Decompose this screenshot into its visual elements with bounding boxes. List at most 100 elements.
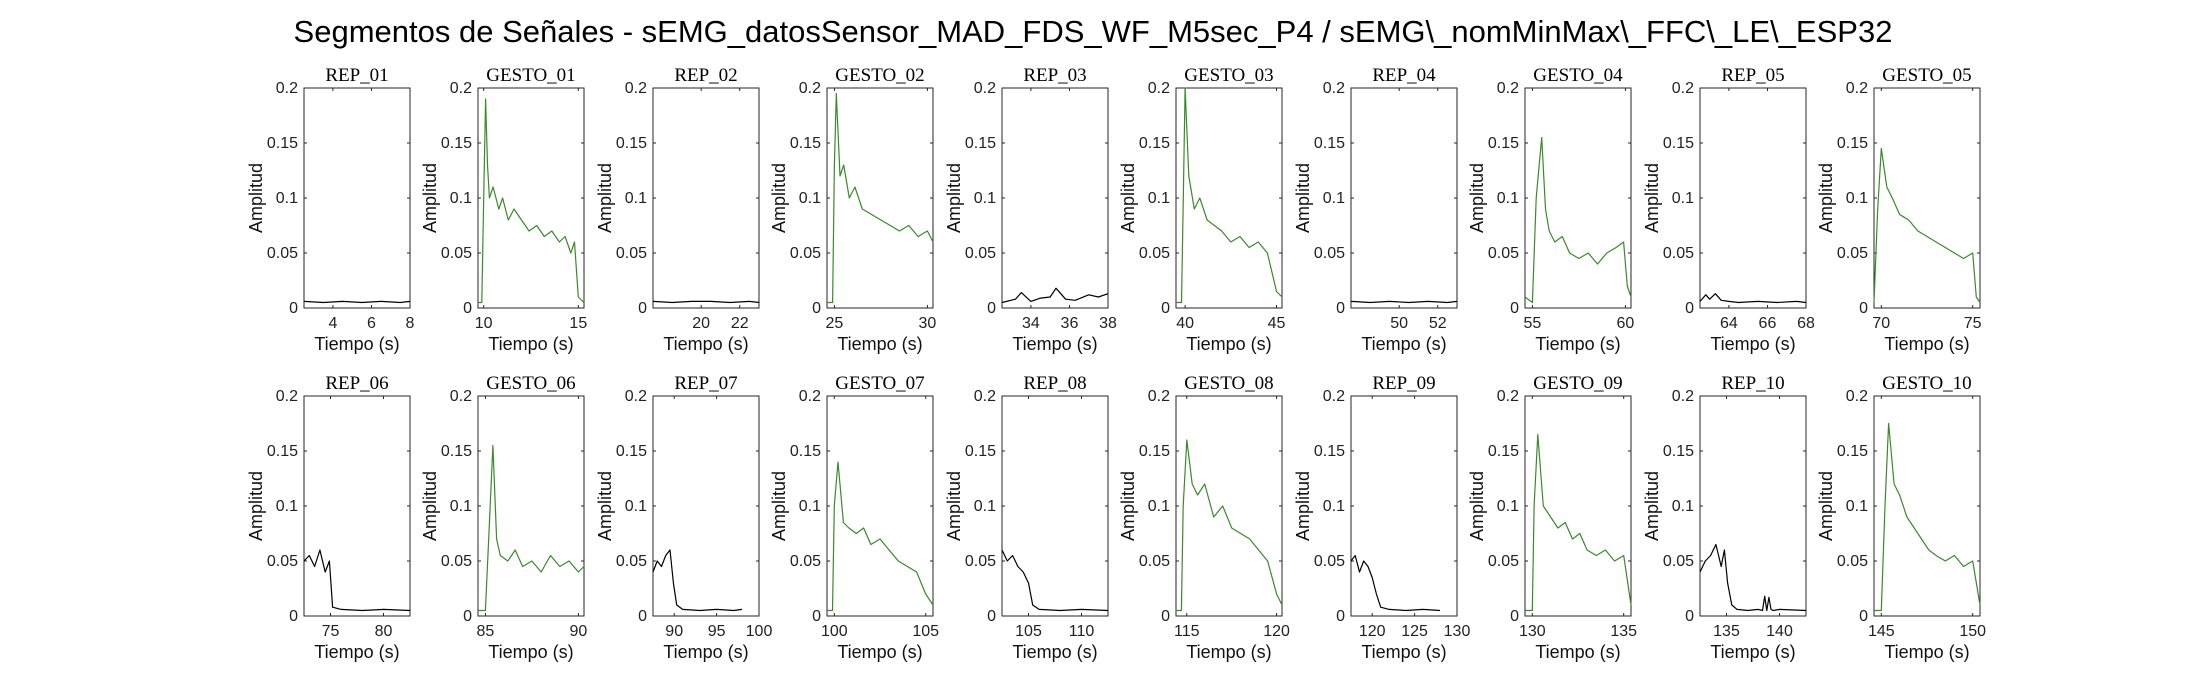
y-axis-label: Amplitud bbox=[1467, 163, 1487, 233]
y-axis-label: Amplitud bbox=[1642, 163, 1662, 233]
x-tick-label: 38 bbox=[1099, 315, 1117, 332]
y-tick-label: 0.05 bbox=[1837, 245, 1868, 262]
x-tick-label: 10 bbox=[475, 315, 493, 332]
y-tick-label: 0.1 bbox=[1846, 190, 1868, 207]
y-tick-label: 0 bbox=[289, 300, 298, 317]
y-axis-label: Amplitud bbox=[1816, 471, 1836, 541]
signal-line bbox=[1524, 136, 1632, 304]
signal-line bbox=[1699, 293, 1807, 304]
x-tick-label: 52 bbox=[1429, 315, 1447, 332]
x-tick-label: 75 bbox=[322, 623, 340, 640]
y-tick-label: 0.15 bbox=[267, 443, 298, 460]
y-tick-label: 0.15 bbox=[965, 443, 996, 460]
signal-line bbox=[478, 444, 585, 612]
y-tick-label: 0 bbox=[1859, 608, 1868, 625]
x-tick-label: 100 bbox=[746, 623, 773, 640]
x-tick-label: 34 bbox=[1022, 315, 1040, 332]
x-tick-label: 40 bbox=[1176, 315, 1194, 332]
signal-line bbox=[1874, 422, 1981, 612]
axes-frame bbox=[826, 395, 934, 617]
x-tick-label: 64 bbox=[1720, 315, 1738, 332]
x-axis-label: Tiempo (s) bbox=[1012, 642, 1097, 662]
y-tick-label: 0 bbox=[1336, 300, 1345, 317]
y-tick-label: 0.1 bbox=[1846, 498, 1868, 515]
y-tick-label: 0 bbox=[812, 300, 821, 317]
signal-line bbox=[1176, 439, 1283, 612]
y-tick-label: 0.05 bbox=[965, 245, 996, 262]
x-tick-label: 130 bbox=[1519, 623, 1546, 640]
subplot-gesto-05: GESTO_05 0 0.05 0.1 0.15 0.2 70 75 Tiempo (s) Amp… bbox=[1816, 65, 1982, 354]
signal-line bbox=[1001, 549, 1109, 612]
subplot-rep-06: REP_06 0 0.05 0.1 0.15 0.2 75 80 Tiempo (s) Ampli… bbox=[246, 373, 411, 662]
y-tick-label: 0.05 bbox=[1139, 245, 1170, 262]
y-tick-label: 0.2 bbox=[1323, 80, 1345, 97]
subplot-title: REP_10 bbox=[1721, 373, 1784, 394]
y-axis-label: Amplitud bbox=[1467, 471, 1487, 541]
axes-frame bbox=[303, 395, 411, 617]
subplot-gesto-03: GESTO_03 0 0.05 0.1 0.15 0.2 40 45 Tiempo (s) Amp… bbox=[1118, 65, 1286, 354]
y-tick-label: 0.1 bbox=[1148, 498, 1170, 515]
x-tick-label: 90 bbox=[570, 623, 588, 640]
signal-line bbox=[652, 549, 743, 612]
y-tick-label: 0.2 bbox=[1846, 80, 1868, 97]
y-tick-label: 0.1 bbox=[974, 498, 996, 515]
x-axis-label: Tiempo (s) bbox=[1710, 642, 1795, 662]
axes-frame bbox=[1001, 395, 1109, 617]
x-tick-label: 36 bbox=[1061, 315, 1079, 332]
axes-frame bbox=[1350, 87, 1458, 309]
x-axis-label: Tiempo (s) bbox=[1361, 334, 1446, 354]
y-tick-label: 0.1 bbox=[625, 498, 647, 515]
axes-frame bbox=[477, 395, 585, 617]
y-tick-label: 0.2 bbox=[1148, 80, 1170, 97]
y-tick-label: 0.2 bbox=[1672, 80, 1694, 97]
x-tick-label: 90 bbox=[665, 623, 683, 640]
y-tick-label: 0 bbox=[987, 608, 996, 625]
y-tick-label: 0.15 bbox=[790, 135, 821, 152]
x-tick-label: 120 bbox=[1359, 623, 1386, 640]
y-axis-label: Amplitud bbox=[769, 471, 789, 541]
x-tick-label: 125 bbox=[1401, 623, 1428, 640]
signal-line bbox=[478, 98, 585, 304]
x-tick-label: 70 bbox=[1872, 315, 1890, 332]
y-tick-label: 0.1 bbox=[1672, 190, 1694, 207]
y-tick-label: 0.1 bbox=[1148, 190, 1170, 207]
y-tick-label: 0.05 bbox=[790, 553, 821, 570]
subplot-gesto-10: GESTO_10 0 0.05 0.1 0.15 0.2 145 150 Tiempo (s) A… bbox=[1816, 373, 1986, 662]
y-tick-label: 0.2 bbox=[1497, 388, 1519, 405]
subplot-rep-09: REP_09 0 0.05 0.1 0.15 0.2 120 125 130 Tiempo (s)… bbox=[1293, 373, 1470, 662]
axes-frame bbox=[303, 87, 411, 309]
signal-line bbox=[1350, 300, 1458, 304]
x-tick-label: 85 bbox=[477, 623, 495, 640]
y-tick-label: 0.15 bbox=[1837, 443, 1868, 460]
signal-line bbox=[652, 300, 760, 304]
y-tick-label: 0.2 bbox=[1672, 388, 1694, 405]
subplot-gesto-09: GESTO_09 0 0.05 0.1 0.15 0.2 130 135 Tiempo (s) A… bbox=[1467, 373, 1637, 662]
y-tick-label: 0.05 bbox=[790, 245, 821, 262]
axes-frame bbox=[652, 395, 760, 617]
y-tick-label: 0 bbox=[638, 300, 647, 317]
y-tick-label: 0.05 bbox=[1314, 553, 1345, 570]
y-tick-label: 0.2 bbox=[450, 388, 472, 405]
subplot-title: REP_03 bbox=[1023, 65, 1086, 86]
figure-title: Segmentos de Señales - sEMG_datosSensor_… bbox=[294, 14, 1893, 49]
x-axis-label: Tiempo (s) bbox=[1186, 642, 1271, 662]
y-tick-label: 0 bbox=[463, 300, 472, 317]
subplot-title: GESTO_03 bbox=[1184, 65, 1273, 86]
x-tick-label: 4 bbox=[328, 315, 337, 332]
x-tick-label: 145 bbox=[1868, 623, 1895, 640]
subplot-title: GESTO_10 bbox=[1882, 373, 1971, 394]
y-axis-label: Amplitud bbox=[420, 471, 440, 541]
y-tick-label: 0.15 bbox=[267, 135, 298, 152]
x-tick-label: 60 bbox=[1617, 315, 1635, 332]
y-tick-label: 0.05 bbox=[1488, 553, 1519, 570]
signal-line bbox=[1699, 543, 1807, 612]
y-axis-label: Amplitud bbox=[595, 163, 615, 233]
x-tick-label: 6 bbox=[367, 315, 376, 332]
subplot-title: REP_08 bbox=[1023, 373, 1086, 394]
x-tick-label: 8 bbox=[406, 315, 415, 332]
x-axis-label: Tiempo (s) bbox=[1535, 642, 1620, 662]
x-tick-label: 80 bbox=[375, 623, 393, 640]
